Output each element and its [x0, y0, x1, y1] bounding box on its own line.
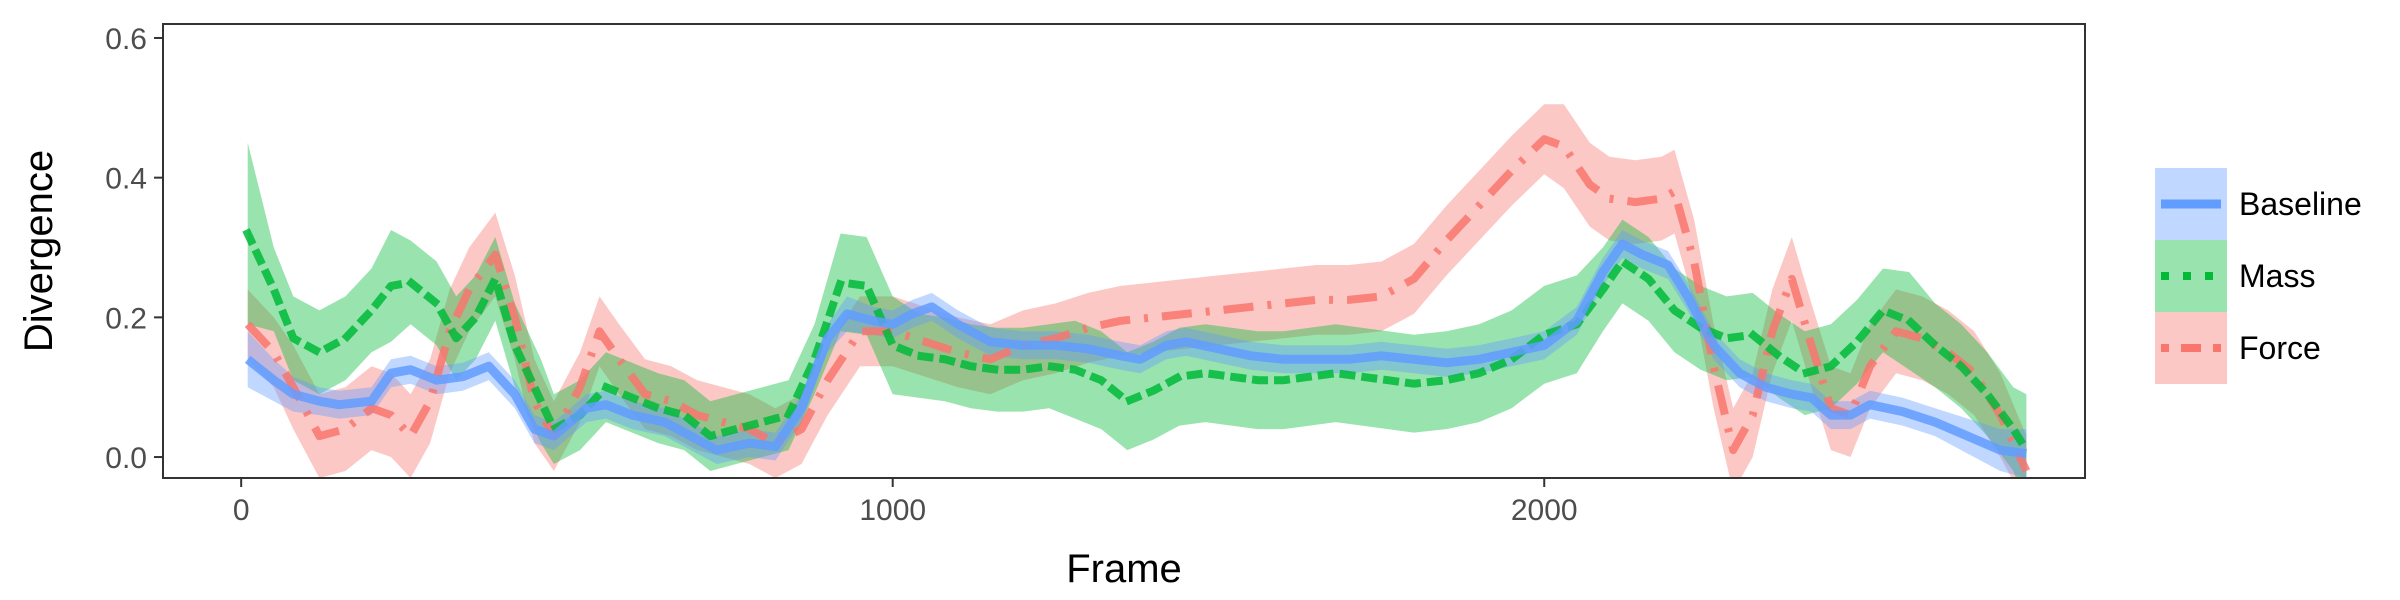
legend-label: Mass: [2239, 258, 2315, 294]
legend: Baseline Mass Force: [2155, 168, 2362, 384]
confidence-bands: [247, 104, 2027, 478]
y-tick-label: 0.0: [105, 442, 147, 475]
x-axis-title: Frame: [1066, 547, 1182, 591]
line-baseline: [244, 239, 2027, 459]
legend-item-baseline: Baseline: [2155, 168, 2362, 240]
y-axis: 0.0 0.2 0.4 0.6: [105, 23, 163, 475]
y-tick-label: 0.4: [105, 163, 147, 196]
x-tick-label: 1000: [859, 494, 926, 527]
line-mass: [242, 228, 2032, 456]
legend-label: Force: [2239, 330, 2321, 366]
y-axis-title: Divergence: [17, 150, 61, 352]
x-tick-label: 0: [233, 494, 250, 527]
plot-panel-border: [162, 23, 2086, 479]
series-lines: [242, 135, 2032, 473]
legend-label: Baseline: [2239, 186, 2362, 222]
y-tick-label: 0.2: [105, 302, 147, 335]
band-force: [247, 104, 2027, 478]
band-baseline: [247, 230, 2027, 478]
x-tick-label: 2000: [1511, 494, 1578, 527]
legend-item-mass: Mass: [2155, 240, 2315, 312]
x-axis: 0 1000 2000: [233, 478, 1578, 527]
legend-item-force: Force: [2155, 312, 2321, 384]
y-tick-label: 0.6: [105, 23, 147, 56]
band-mass: [247, 142, 2027, 478]
line-force: [244, 135, 2031, 473]
